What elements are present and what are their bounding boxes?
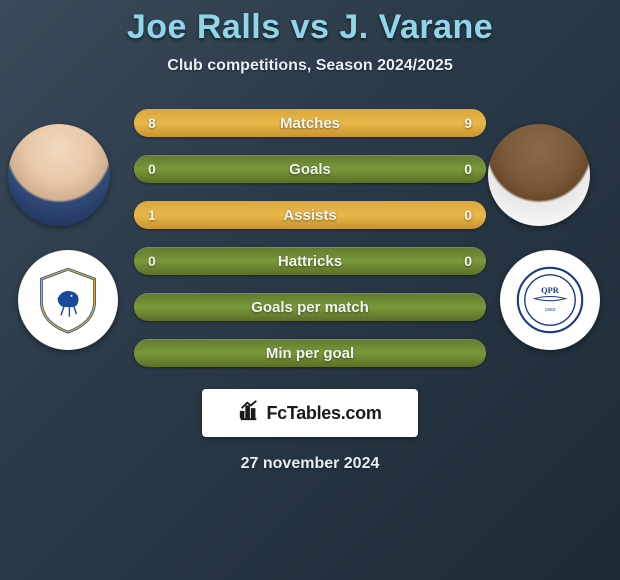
chart-icon xyxy=(238,399,260,427)
brand-text: FcTables.com xyxy=(266,403,381,424)
club-left-badge xyxy=(18,250,118,350)
stat-row: Min per goal xyxy=(134,339,486,367)
stat-row: 0 0 Goals xyxy=(134,155,486,183)
stat-label: Matches xyxy=(280,115,340,132)
date-label: 27 november 2024 xyxy=(0,455,620,473)
comparison-card: Joe Ralls vs J. Varane Club competitions… xyxy=(0,0,620,580)
stat-label: Goals per match xyxy=(251,299,369,316)
player-right-avatar xyxy=(488,124,590,226)
stat-row: 0 0 Hattricks xyxy=(134,247,486,275)
stat-row: Goals per match xyxy=(134,293,486,321)
stat-row: 8 9 Matches xyxy=(134,109,486,137)
svg-text:1882: 1882 xyxy=(545,307,556,313)
svg-text:QPR: QPR xyxy=(541,286,560,295)
page-subtitle: Club competitions, Season 2024/2025 xyxy=(0,57,620,75)
stat-value-left: 1 xyxy=(148,207,156,223)
stat-value-left: 8 xyxy=(148,115,156,131)
stat-value-right: 0 xyxy=(464,253,472,269)
stat-label: Assists xyxy=(283,207,336,224)
stat-value-left: 0 xyxy=(148,161,156,177)
stat-row: 1 0 Assists xyxy=(134,201,486,229)
stat-value-left: 0 xyxy=(148,253,156,269)
stat-label: Goals xyxy=(289,161,331,178)
stat-label: Hattricks xyxy=(278,253,342,270)
player-left-avatar xyxy=(8,124,110,226)
stat-value-right: 0 xyxy=(464,161,472,177)
page-title: Joe Ralls vs J. Varane xyxy=(0,8,620,47)
club-right-badge: QPR 1882 xyxy=(500,250,600,350)
stat-value-right: 0 xyxy=(464,207,472,223)
stat-value-right: 9 xyxy=(464,115,472,131)
stat-label: Min per goal xyxy=(266,345,354,362)
qpr-crest-icon: QPR 1882 xyxy=(515,265,585,335)
brand-badge: FcTables.com xyxy=(202,389,418,437)
cardiff-city-crest-icon xyxy=(33,265,103,335)
stat-fill-left xyxy=(134,109,299,137)
